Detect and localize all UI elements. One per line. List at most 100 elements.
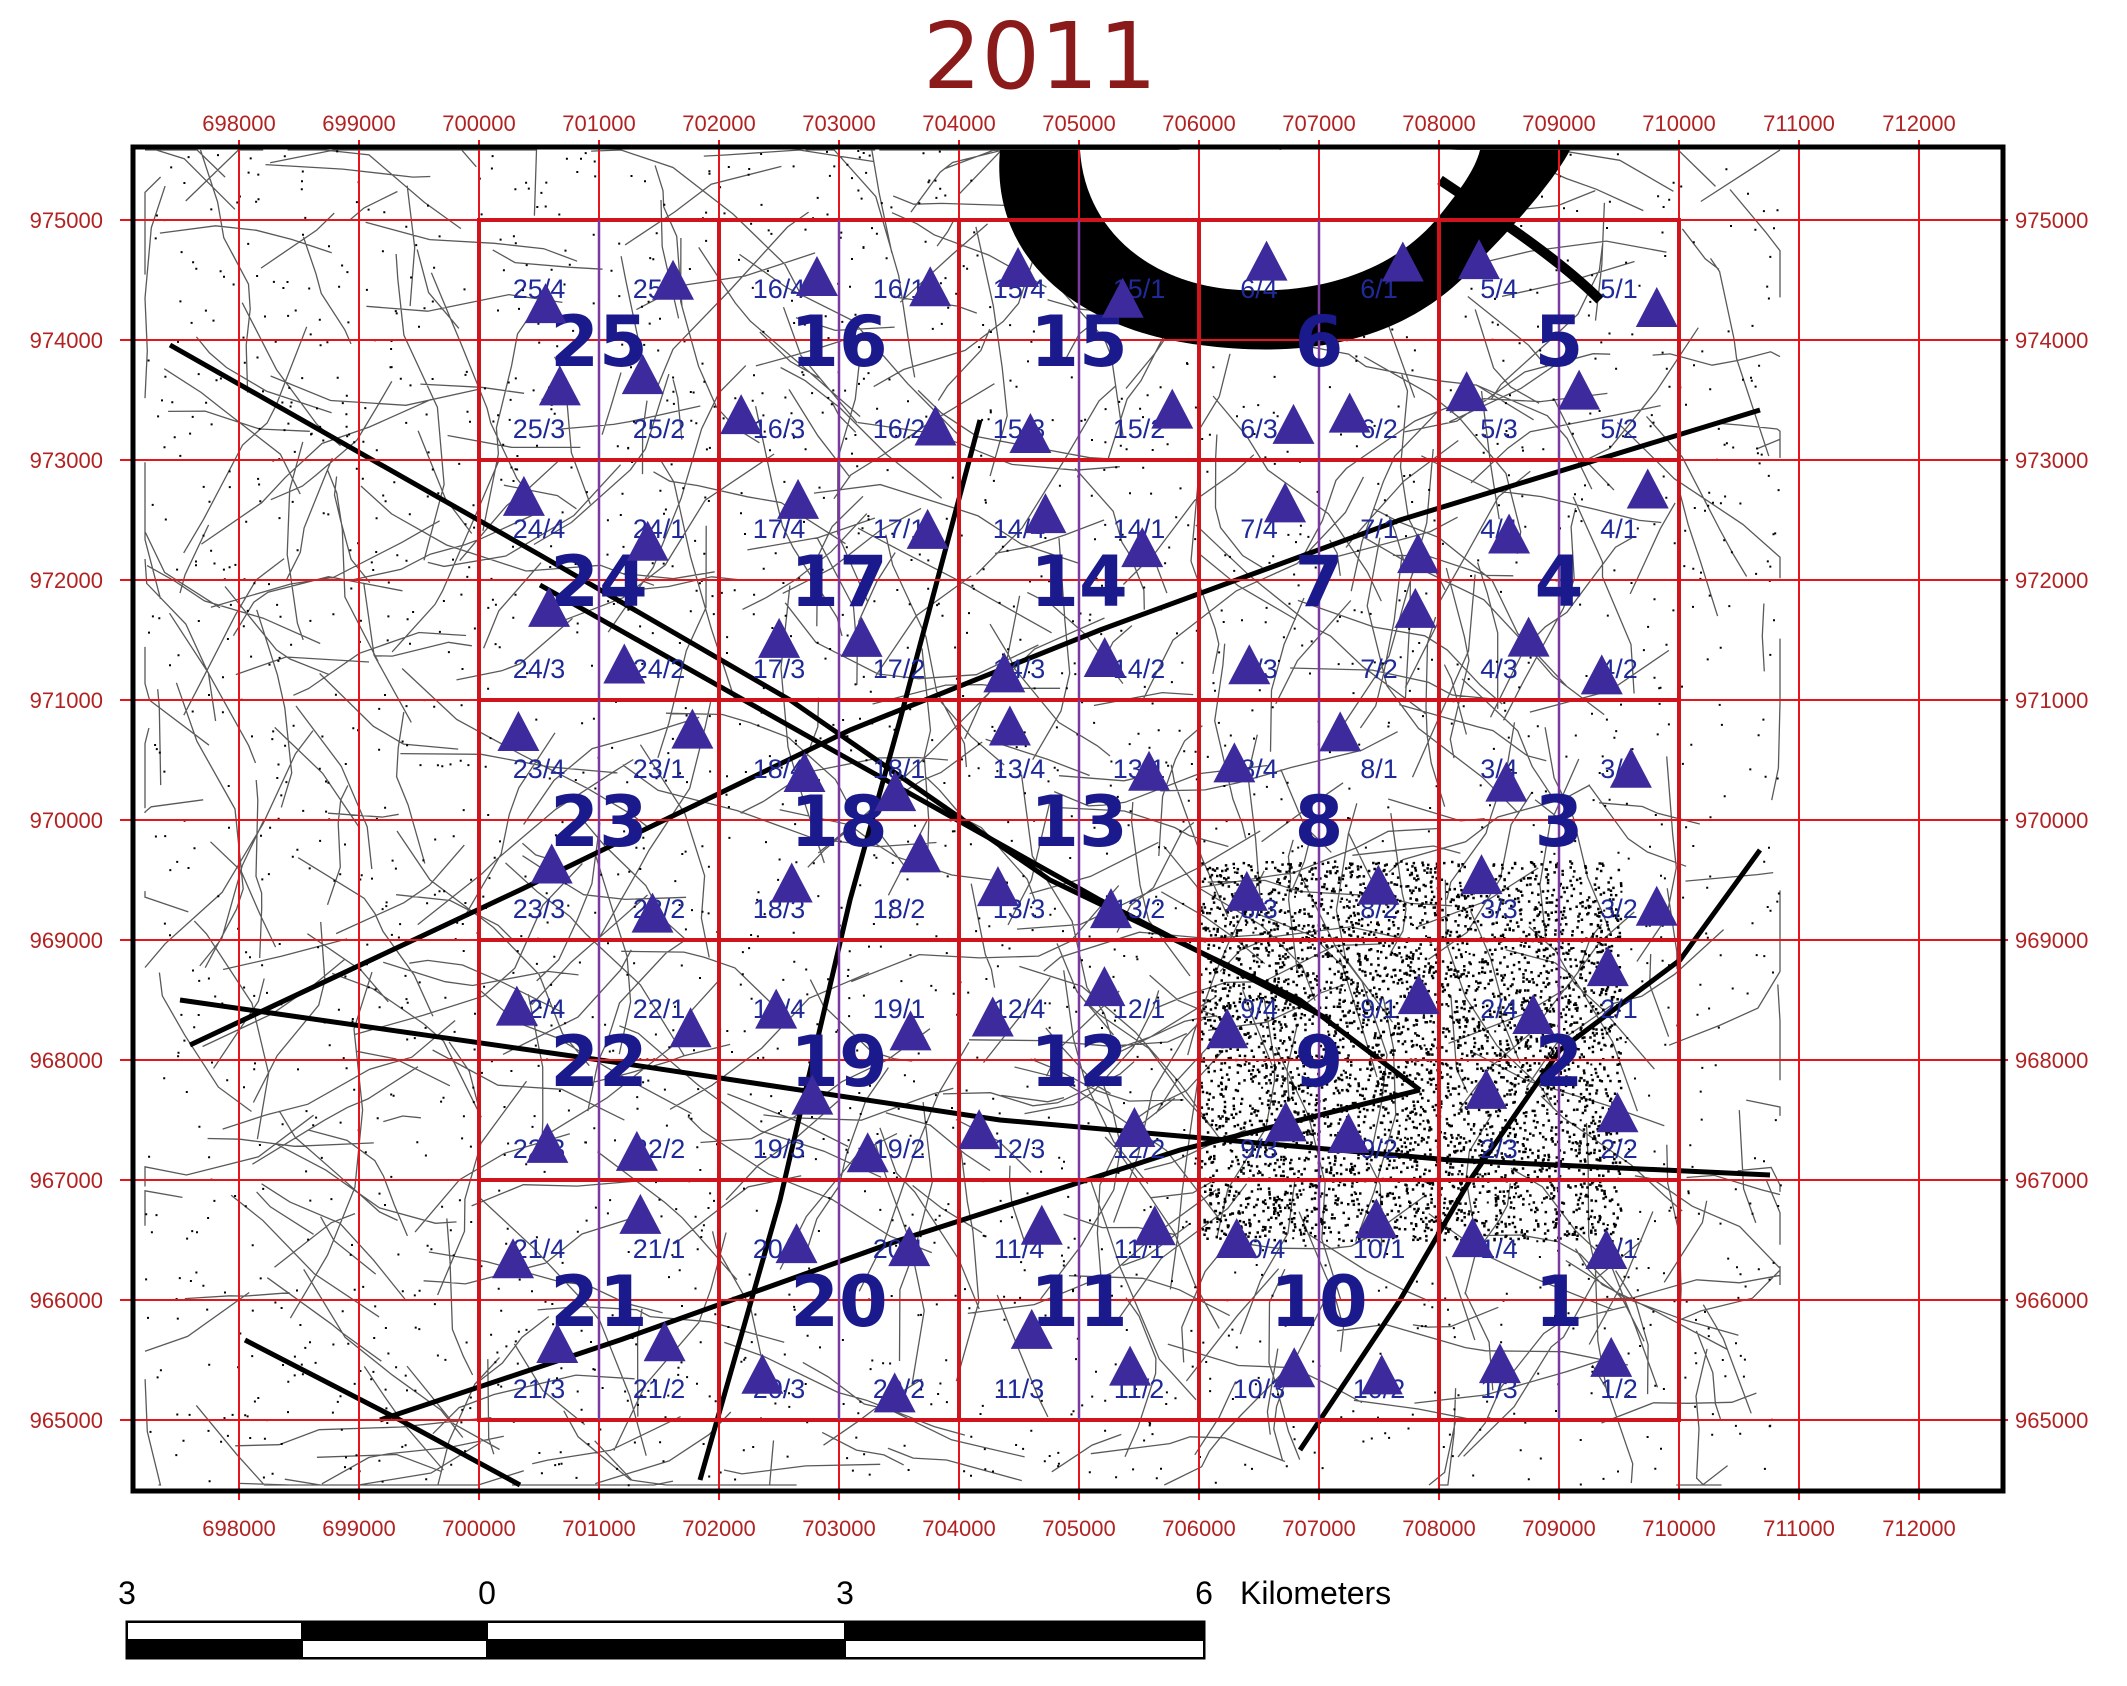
scale-bar-segment [486, 1621, 846, 1641]
sample-marker-triangle [1101, 277, 1144, 318]
y-tick-label: 972000 [2015, 568, 2088, 593]
quadrant-label: 23/1 [633, 754, 686, 784]
y-tick-label: 967000 [2015, 1168, 2088, 1193]
sample-marker-triangle [1635, 286, 1678, 327]
sample-marker-triangle [1264, 1101, 1307, 1142]
quadrant-label: 10/1 [1353, 1234, 1406, 1264]
quadrant-label: 9/1 [1360, 994, 1398, 1024]
sample-marker-triangle [741, 1353, 784, 1394]
x-tick-label: 708000 [1402, 111, 1475, 136]
quadrant-label: 21/2 [633, 1374, 686, 1404]
sample-marker-triangle [997, 247, 1040, 288]
sample-marker-triangle [777, 478, 820, 519]
y-tick-label: 967000 [30, 1168, 103, 1193]
scale-bar-tick-label: 3 [118, 1575, 136, 1611]
scale-bar-tick-label: 3 [836, 1575, 854, 1611]
sample-marker-triangle [536, 1323, 579, 1364]
cell-number-label: 22 [550, 1021, 647, 1103]
x-tick-label: 700000 [442, 111, 515, 136]
sample-marker-triangle [1626, 468, 1669, 509]
major-road [188, 407, 1761, 1048]
quadrant-label: 16/2 [873, 414, 926, 444]
quadrant-label: 23/3 [513, 894, 566, 924]
x-tick-label: 705000 [1042, 111, 1115, 136]
sample-marker-triangle [775, 1223, 818, 1264]
sample-marker-triangle [1225, 870, 1268, 911]
y-axis-ticks-left: 975000 974000 973000 972000 971000 970000 9690… [30, 208, 103, 1433]
sample-marker-triangle [909, 266, 952, 307]
scale-bar-segment [844, 1639, 1205, 1659]
y-tick-label: 965000 [2015, 1408, 2088, 1433]
x-tick-label: 712000 [1882, 111, 1955, 136]
sample-marker-triangle [1558, 369, 1601, 410]
x-tick-label: 699000 [322, 111, 395, 136]
x-tick-label: 707000 [1282, 111, 1355, 136]
x-tick-label: 698000 [202, 111, 275, 136]
x-tick-label: 703000 [802, 1516, 875, 1541]
sample-marker-triangle [530, 843, 573, 884]
sample-marker-triangle [1327, 1112, 1370, 1153]
sample-marker-triangle [524, 283, 567, 324]
sample-marker-triangle [1451, 1217, 1494, 1258]
quadrant-label: 21/1 [633, 1234, 686, 1264]
quadrant-label: 17/4 [753, 514, 806, 544]
sample-marker-triangle [791, 1074, 834, 1115]
scale-bar-segment [126, 1621, 303, 1641]
sample-marker-triangle [1458, 239, 1501, 280]
sample-marker-triangle [502, 475, 545, 516]
quadrant-label: 16/4 [753, 274, 806, 304]
scale-bar-tick-label: 0 [478, 1575, 496, 1611]
y-tick-label: 973000 [2015, 448, 2088, 473]
sample-marker-triangle [1512, 993, 1555, 1034]
y-tick-label: 970000 [2015, 808, 2088, 833]
sample-marker-triangle [899, 832, 942, 873]
cell-number-label: 25 [550, 301, 647, 383]
sample-marker-triangle [758, 617, 801, 658]
scale-bar-segment [844, 1621, 1205, 1641]
quadrant-label: 16/3 [753, 414, 806, 444]
cell-number-label: 5 [1535, 301, 1584, 383]
major-road [379, 1087, 1421, 1423]
sample-marker-triangle [1465, 1068, 1508, 1109]
x-tick-label: 703000 [802, 111, 875, 136]
cell-number-label: 18 [790, 781, 887, 863]
sample-marker-triangle [755, 988, 798, 1029]
quadrant-label: 2/4 [1480, 994, 1518, 1024]
sample-marker-triangle [528, 586, 571, 627]
cell-number-label: 23 [550, 781, 647, 863]
x-tick-label: 708000 [1402, 1516, 1475, 1541]
cell-number-label: 2 [1535, 1021, 1584, 1103]
sample-marker-triangle [846, 1132, 889, 1173]
cell-number-label: 14 [1030, 541, 1127, 623]
sample-marker-triangle [1228, 644, 1271, 685]
quadrant-label: 1/2 [1600, 1374, 1638, 1404]
sample-marker-triangle [1485, 761, 1528, 802]
cell-number-label: 10 [1270, 1261, 1367, 1343]
sample-marker-triangle [1109, 1345, 1152, 1386]
x-tick-label: 711000 [1763, 1516, 1835, 1541]
y-tick-label: 974000 [2015, 328, 2088, 353]
cell-number-label: 13 [1030, 781, 1127, 863]
cell-number-label: 21 [550, 1261, 647, 1343]
x-tick-label: 704000 [922, 1516, 995, 1541]
x-tick-label: 707000 [1282, 1516, 1355, 1541]
y-tick-label: 971000 [2015, 688, 2088, 713]
sample-marker-triangle [1128, 750, 1171, 791]
quadrant-label: 24/3 [513, 654, 566, 684]
quadrant-label: 25/3 [513, 414, 566, 444]
cell-number-label: 20 [790, 1261, 887, 1343]
cell-number-label: 16 [790, 301, 887, 383]
quadrant-label: 17/2 [873, 654, 926, 684]
quadrant-label: 22/1 [633, 994, 686, 1024]
sample-marker-triangle [1360, 1354, 1403, 1395]
x-tick-label: 709000 [1522, 1516, 1595, 1541]
cell-number-label: 7 [1295, 541, 1344, 623]
sample-marker-triangle [888, 1226, 931, 1267]
scale-bar-segment [126, 1639, 303, 1659]
sample-marker-triangle [1397, 974, 1440, 1015]
sample-marker-triangle [1264, 482, 1307, 523]
sample-marker-triangle [840, 616, 883, 657]
sample-marker-triangle [1381, 241, 1424, 282]
sample-marker-triangle [1394, 587, 1437, 628]
x-axis-ticks-bottom: 698000 699000 700000 701000 702000 703000 7040… [202, 1516, 1955, 1541]
